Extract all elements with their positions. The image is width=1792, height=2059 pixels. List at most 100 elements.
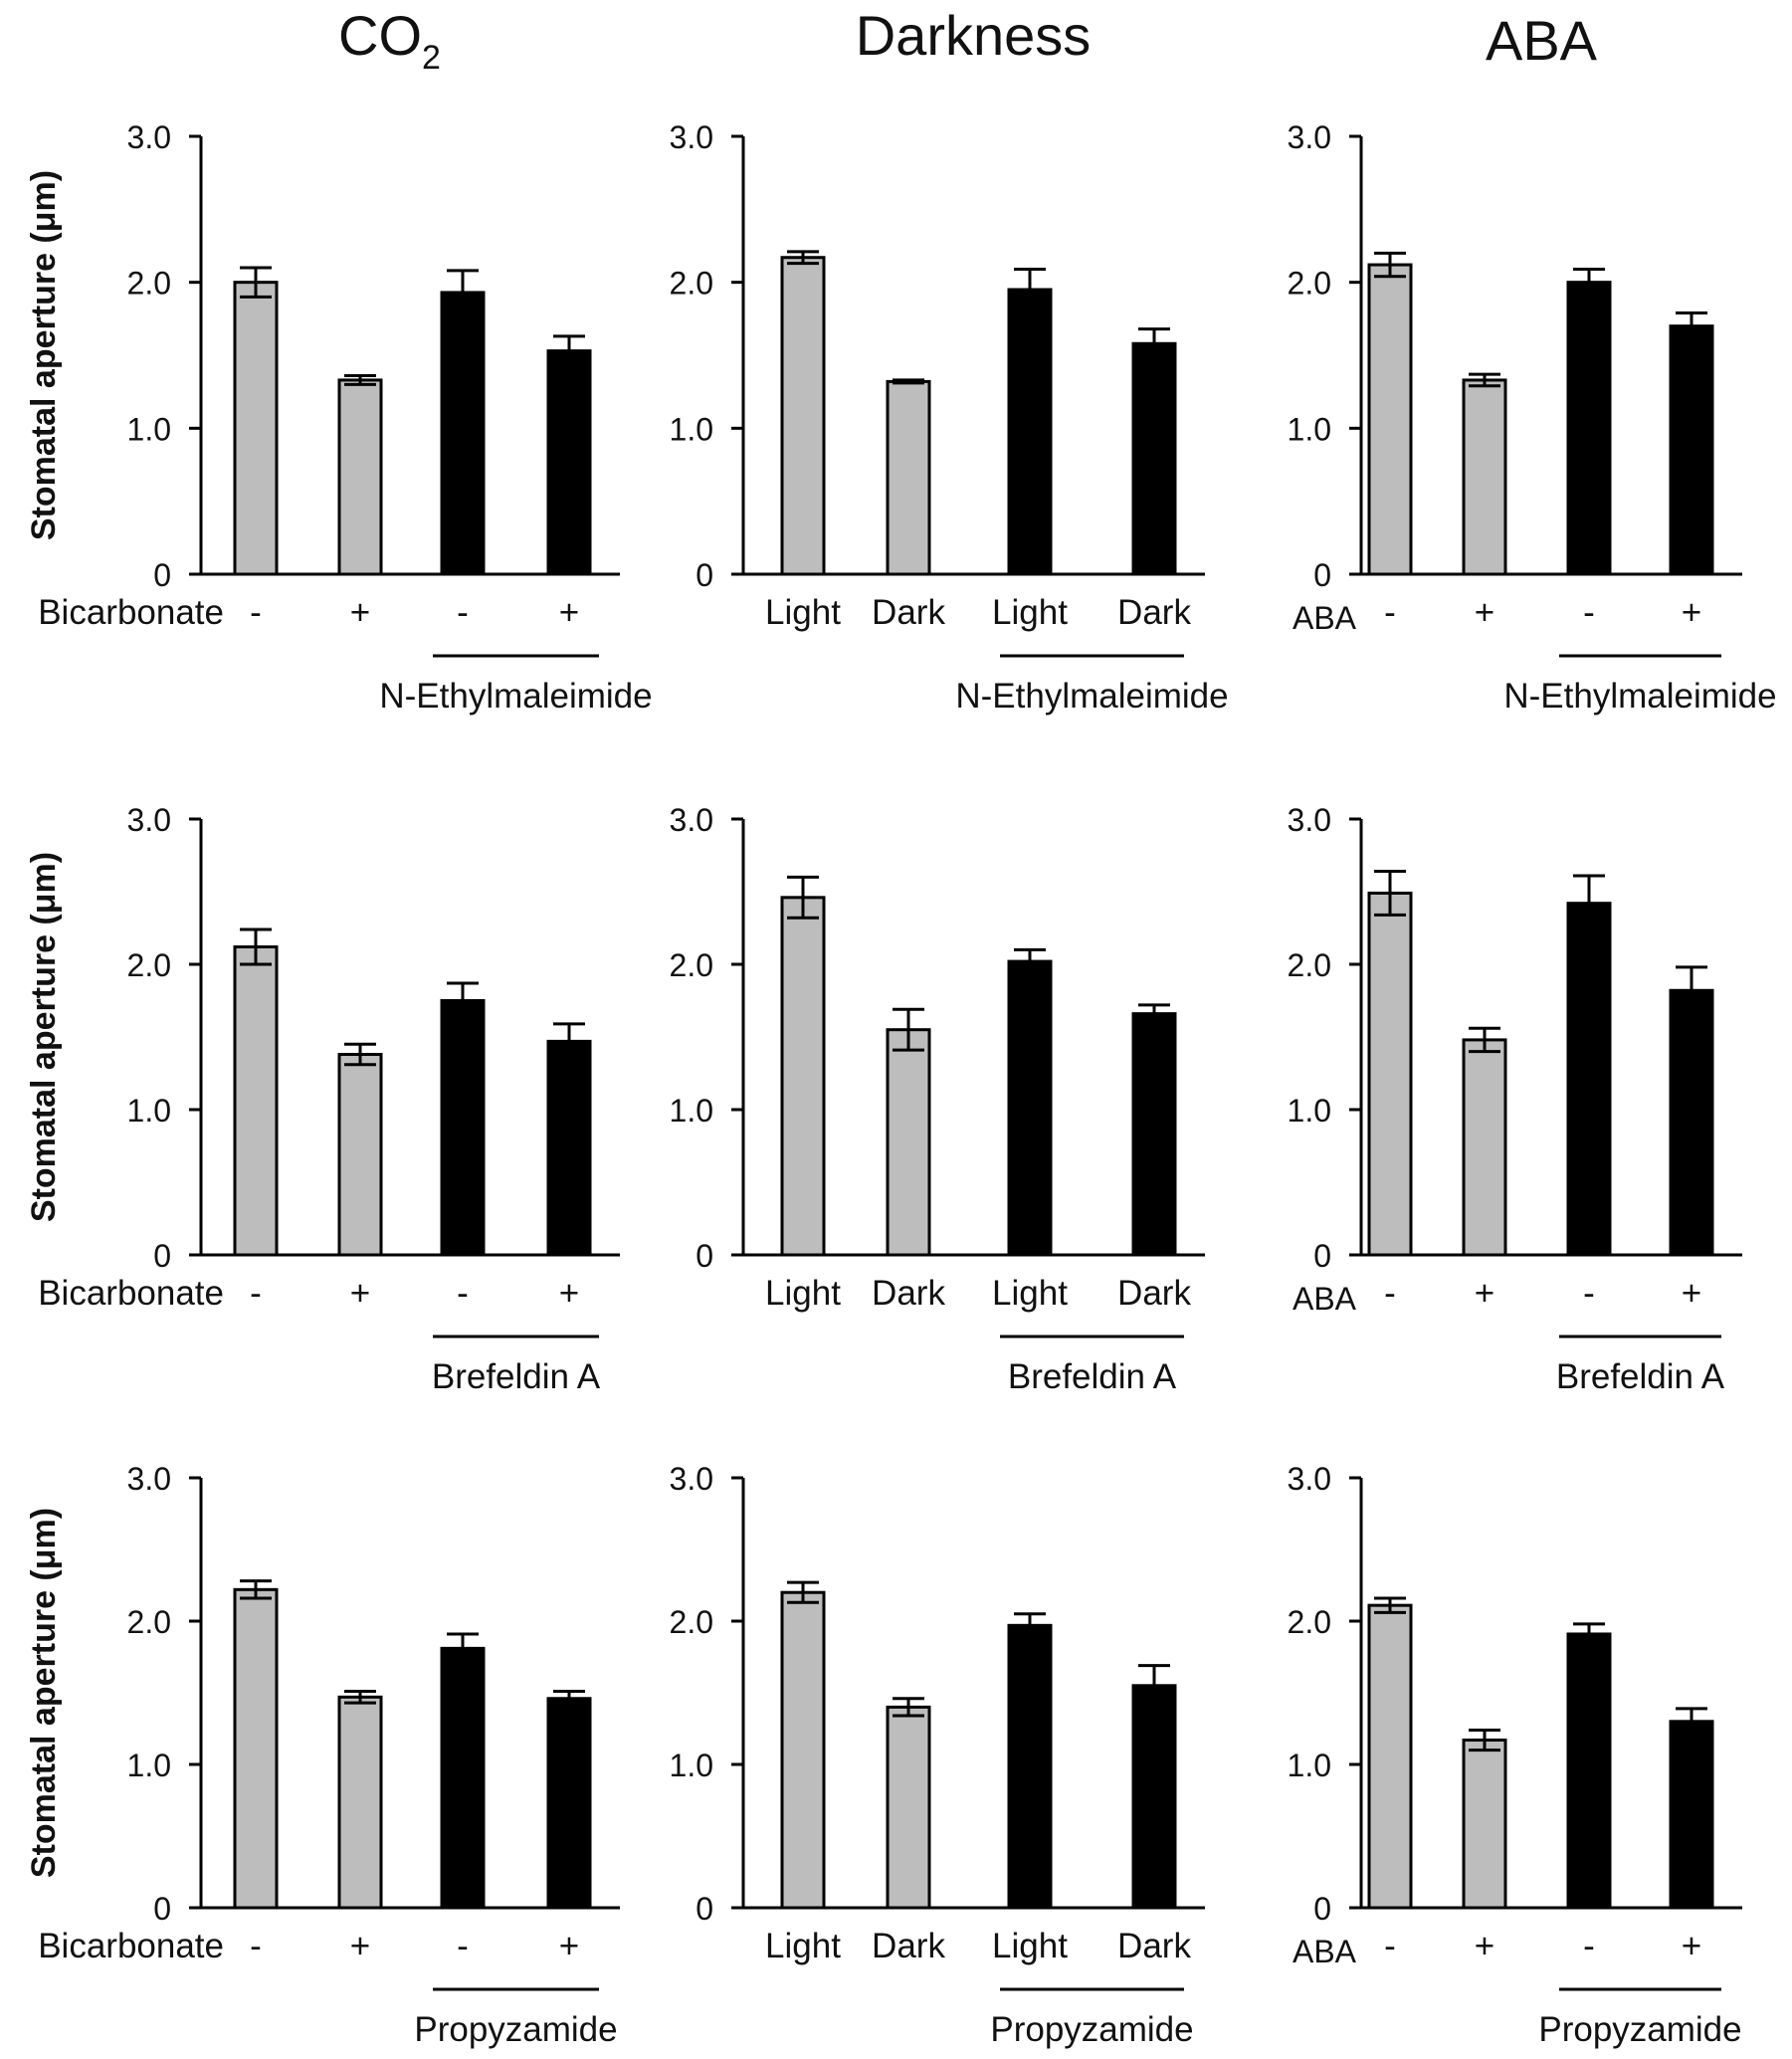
panel-r1-c2: 0 1.0 2.0 3.0 - + - + ABA Brefeldin A — [1288, 802, 1742, 1396]
column-title-aba: ABA — [1486, 9, 1598, 72]
x-tick-label: Light — [992, 1927, 1068, 1965]
bar-control — [780, 256, 826, 576]
y-axis-title: Stomatal aperture (μm) — [25, 170, 63, 540]
bar-treated — [1007, 959, 1053, 1257]
x-tick-label: Dark — [872, 1927, 945, 1965]
bar-treated — [1566, 902, 1612, 1257]
x-tick-label: Light — [992, 593, 1068, 632]
x-tick-label: + — [1682, 1274, 1701, 1313]
group-label: N-Ethylmaleimide — [1503, 677, 1776, 716]
x-tick-label: Light — [765, 593, 841, 632]
x-tick-label: - — [1583, 1927, 1595, 1965]
panel-r2-c2: 0 1.0 2.0 3.0 - + - + ABA Propyzamide — [1288, 1461, 1742, 2049]
y-tick-label: 1.0 — [1288, 411, 1331, 447]
y-tick-label: 1.0 — [670, 411, 713, 447]
x-tick-label: Light — [765, 1274, 841, 1313]
column-title-co2: CO2 — [338, 4, 441, 77]
y-tick-label: 0 — [696, 1891, 713, 1927]
column-title-co2-main: CO — [338, 4, 422, 67]
y-tick-label: 0 — [696, 1238, 713, 1274]
column-title-darkness: Darkness — [856, 4, 1092, 67]
y-tick-label: 2.0 — [1288, 1604, 1331, 1640]
x-tick-label: Dark — [872, 593, 945, 632]
bar-treated — [1669, 988, 1714, 1257]
y-tick-label: 0 — [153, 1238, 171, 1274]
bar-treated — [1669, 324, 1714, 576]
y-tick-label: 3.0 — [1288, 1461, 1331, 1497]
x-tick-label: Dark — [1117, 1927, 1191, 1965]
bar-control — [1462, 1038, 1507, 1257]
column-titles: CO2 Darkness ABA — [338, 4, 1598, 77]
x-tick-label: - — [1384, 1274, 1396, 1313]
x-tick-label: - — [457, 1927, 469, 1965]
panel-r2-c1: 0 1.0 2.0 3.0 Light Dark Light Dark Propyzamide — [670, 1461, 1205, 2049]
panel-r0-c0: 0 1.0 2.0 3.0 - + - + Bicarbonate N-Ethylmaleimid… — [25, 119, 653, 716]
bar-control — [886, 379, 931, 576]
y-tick-label: 3.0 — [127, 119, 171, 155]
row-label: Bicarbonate — [38, 1927, 224, 1965]
bar-treated — [1007, 1623, 1053, 1910]
bar-control — [233, 944, 279, 1257]
x-tick-label: Light — [765, 1927, 841, 1965]
y-tick-label: 1.0 — [670, 1093, 713, 1129]
x-tick-label: Dark — [872, 1274, 945, 1313]
panel-r0-c1: 0 1.0 2.0 3.0 Light Dark Light Dark N-Ethylmalei… — [670, 119, 1229, 716]
bar-control — [1367, 1603, 1413, 1910]
bar-control — [233, 1587, 279, 1910]
x-tick-label: Light — [992, 1274, 1068, 1313]
column-title-co2-sub: 2 — [422, 39, 441, 77]
x-tick-label: - — [1384, 1927, 1396, 1965]
bar-treated — [1669, 1720, 1714, 1910]
bar-control — [337, 1695, 383, 1910]
x-tick-label: - — [457, 1274, 469, 1313]
bar-treated — [1007, 288, 1053, 576]
x-tick-label: - — [250, 1927, 262, 1965]
y-tick-label: 0 — [1313, 1891, 1331, 1927]
bar-treated — [546, 1039, 592, 1257]
bar-treated — [440, 999, 486, 1257]
y-tick-label: 2.0 — [127, 266, 171, 302]
x-tick-label: - — [250, 593, 262, 632]
y-tick-label: 0 — [1313, 1238, 1331, 1274]
group-label: Brefeldin A — [432, 1357, 601, 1396]
y-tick-label: 0 — [153, 1891, 171, 1927]
group-label: N-Ethylmaleimide — [379, 677, 652, 716]
y-tick-label: 3.0 — [1288, 802, 1331, 838]
bar-control — [337, 1053, 383, 1257]
x-tick-label: + — [350, 593, 370, 632]
bar-treated — [440, 291, 486, 576]
group-label: Propyzamide — [1538, 2010, 1741, 2049]
bar-control — [233, 281, 279, 576]
bar-control — [780, 1590, 826, 1910]
x-tick-label: Dark — [1117, 593, 1191, 632]
panel-r1-c0: 0 1.0 2.0 3.0 - + - + Bicarbonate Brefeldin A Stom… — [25, 802, 620, 1396]
bar-control — [1367, 263, 1413, 576]
group-label: Brefeldin A — [1008, 1357, 1177, 1396]
bar-control — [886, 1028, 931, 1257]
x-tick-label: - — [457, 593, 469, 632]
y-axis-title: Stomatal aperture (μm) — [25, 1508, 63, 1878]
y-tick-label: 2.0 — [1288, 266, 1331, 302]
bar-treated — [1566, 281, 1612, 576]
bar-treated — [1131, 1684, 1177, 1910]
x-tick-label: + — [559, 1274, 579, 1313]
x-tick-label: + — [350, 1274, 370, 1313]
group-label: Propyzamide — [990, 2010, 1193, 2049]
x-tick-label: + — [1682, 593, 1701, 632]
bar-treated — [546, 1697, 592, 1910]
y-tick-label: 0 — [696, 557, 713, 593]
group-label: N-Ethylmaleimide — [955, 677, 1228, 716]
x-tick-label: + — [1475, 593, 1494, 632]
panel-r2-c0: 0 1.0 2.0 3.0 - + - + Bicarbonate Propyzamide Stom… — [25, 1461, 620, 2049]
x-tick-label: - — [1384, 593, 1396, 632]
y-axis-title: Stomatal aperture (μm) — [25, 852, 63, 1222]
x-tick-label: + — [559, 593, 579, 632]
x-tick-label: - — [1583, 593, 1595, 632]
bar-control — [1462, 1739, 1507, 1910]
group-label: Propyzamide — [414, 2010, 617, 2049]
x-tick-label: Dark — [1117, 1274, 1191, 1313]
x-tick-label: - — [250, 1274, 262, 1313]
y-tick-label: 3.0 — [1288, 119, 1331, 155]
y-tick-label: 1.0 — [127, 1748, 171, 1783]
